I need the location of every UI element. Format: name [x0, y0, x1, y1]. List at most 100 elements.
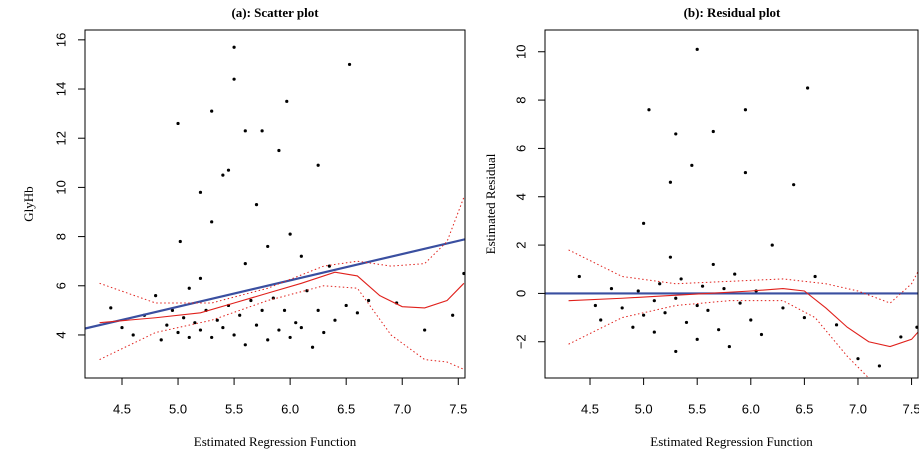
- point: [210, 335, 214, 340]
- y-axis-label: GlyHb: [21, 186, 36, 221]
- confidence-band: [568, 300, 870, 378]
- point: [187, 286, 191, 290]
- x-tick-label: 6.0: [742, 401, 760, 416]
- point: [221, 173, 225, 177]
- point: [700, 284, 705, 288]
- point: [366, 298, 371, 303]
- x-tick-label: 5.0: [169, 401, 187, 416]
- plot-frame: [84, 29, 466, 379]
- point: [636, 289, 640, 293]
- y-tick-label: 16: [53, 33, 68, 47]
- point: [668, 180, 673, 184]
- point: [711, 262, 715, 267]
- fit-line: [568, 288, 918, 348]
- point: [727, 344, 731, 349]
- point: [249, 298, 253, 303]
- point: [178, 239, 182, 244]
- x-tick-label: 4.5: [581, 401, 599, 416]
- point: [266, 244, 270, 249]
- point: [316, 308, 320, 312]
- point: [733, 272, 737, 276]
- point: [770, 243, 774, 247]
- point: [695, 303, 699, 308]
- point: [813, 274, 817, 279]
- point: [131, 333, 135, 337]
- x-tick-label: 6.5: [337, 401, 355, 416]
- y-tick-label: 8: [53, 233, 68, 240]
- y-tick-label: 8: [513, 96, 528, 103]
- x-tick-label: 6.5: [795, 401, 813, 416]
- point: [210, 109, 214, 113]
- y-tick-label: 2: [513, 241, 528, 248]
- chart-title: (a): Scatter plot: [231, 5, 319, 20]
- x-tick-label: 6.0: [281, 401, 299, 416]
- point: [285, 99, 289, 103]
- x-tick-label: 4.5: [113, 401, 131, 416]
- panel: (a): Scatter plot Estimated Regression Fu…: [21, 5, 467, 449]
- point: [642, 221, 646, 225]
- point: [652, 299, 656, 303]
- y-tick-label: 10: [53, 180, 68, 194]
- point: [668, 255, 673, 259]
- point: [806, 86, 810, 90]
- y-tick-label: 14: [53, 82, 68, 96]
- point: [109, 306, 113, 310]
- point: [238, 313, 242, 317]
- point: [215, 318, 219, 322]
- y-tick-label: 4: [53, 331, 68, 338]
- point: [717, 328, 721, 332]
- point: [288, 232, 292, 236]
- point: [221, 325, 225, 330]
- plot-area: [85, 45, 465, 370]
- point: [266, 338, 270, 342]
- point: [322, 330, 326, 335]
- x-tick-label: 5.5: [225, 401, 243, 416]
- chart-title: (b): Residual plot: [684, 5, 781, 20]
- plot-area: [545, 47, 918, 378]
- point: [316, 163, 320, 167]
- point: [210, 220, 214, 224]
- point: [187, 335, 191, 340]
- point: [599, 318, 603, 322]
- point: [347, 62, 352, 67]
- y-tick-label: 0: [513, 290, 528, 297]
- point: [423, 328, 427, 332]
- x-axis-label: Estimated Regression Function: [194, 434, 357, 449]
- point: [254, 323, 259, 327]
- point: [781, 306, 785, 310]
- point: [165, 323, 169, 327]
- point: [743, 108, 748, 112]
- point: [915, 325, 918, 329]
- y-axis-label: Estimated Residual: [483, 153, 498, 254]
- point: [299, 325, 303, 330]
- point: [232, 77, 236, 81]
- x-tick-label: 7.0: [849, 401, 867, 416]
- point: [355, 311, 359, 315]
- y-tick-label: 6: [53, 282, 68, 289]
- point: [226, 168, 231, 172]
- x-tick-label: 5.0: [635, 401, 653, 416]
- point: [232, 333, 236, 337]
- point: [652, 330, 656, 334]
- point: [299, 254, 303, 258]
- point: [288, 335, 292, 340]
- point: [658, 282, 662, 286]
- point: [663, 311, 667, 315]
- point: [243, 262, 247, 266]
- point: [877, 364, 882, 368]
- fit-line: [99, 271, 465, 324]
- point: [593, 303, 597, 308]
- point: [759, 332, 764, 337]
- point: [182, 316, 186, 320]
- point: [631, 325, 635, 329]
- point: [711, 129, 715, 134]
- confidence-band: [568, 249, 918, 304]
- point: [722, 286, 726, 291]
- x-axis-label: Estimated Regression Function: [650, 434, 813, 449]
- y-tick-label: −2: [513, 334, 528, 349]
- point: [294, 321, 298, 325]
- point: [451, 313, 455, 317]
- point: [674, 349, 678, 354]
- point: [674, 296, 678, 300]
